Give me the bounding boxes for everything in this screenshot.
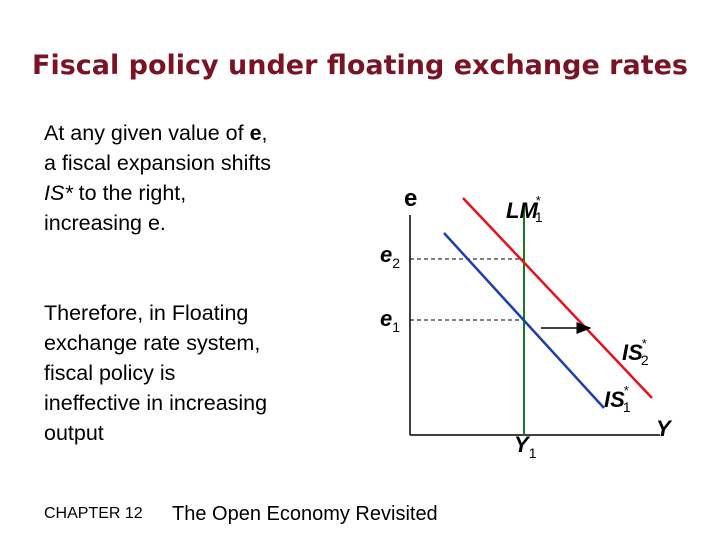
para2-line: exchange rate system, [44,331,261,355]
para1-line1: At any given value of e, [44,118,271,148]
is1-label: IS* 1 [604,383,631,415]
para1-line3-italic: IS* [44,181,73,205]
para1-line1-suffix: , [261,121,268,145]
para2-line: Therefore, in Floating [44,301,249,325]
is2-curve [462,197,653,399]
para1-line1-bold: e [249,121,262,145]
para1-line3: IS* to the right, [44,178,271,208]
para1-line3-rest: to the right, [72,181,187,205]
para1-line2: a fiscal expansion shifts [44,151,272,175]
x-axis-label: Y [656,416,673,441]
para2-line: output [44,421,104,445]
para1-line4: increasing e. [44,211,166,235]
para1-line1-prefix: At any given value of [44,121,250,145]
explanation-paragraph: At any given value of e, a fiscal expans… [44,118,271,238]
slide-title: Fiscal policy under floating exchange ra… [32,50,688,81]
e2-label: e2 [380,242,400,271]
is2-label: IS* 2 [622,336,649,368]
para2-line: ineffective in increasing [44,391,268,415]
footer-title: The Open Economy Revisited [172,503,438,525]
y-axis-label: e [404,185,417,212]
is1-curve [443,232,605,409]
conclusion-paragraph: Therefore, in Floating exchange rate sys… [44,298,267,448]
para2-line: fiscal policy is [44,361,176,385]
e1-label: e1 [380,306,400,335]
footer-chapter: CHAPTER 12 [44,505,143,522]
y1-label: Y1 [514,432,537,461]
lm-label: LM* 1 [506,193,543,225]
